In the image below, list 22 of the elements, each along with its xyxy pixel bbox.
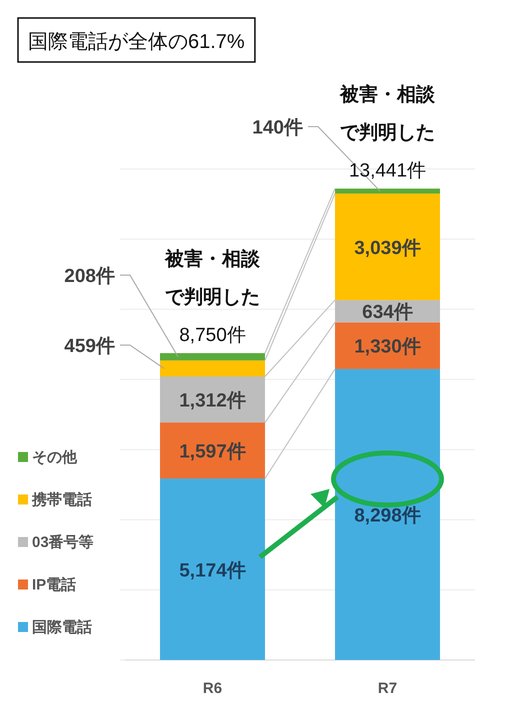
chart-title: 国際電話が全体の61.7% [28, 31, 245, 53]
x-tick-label: R6 [202, 680, 222, 697]
data-label: 3,039件 [354, 238, 421, 259]
legend-label: その他 [32, 449, 78, 466]
legend-label: 携帯電話 [31, 492, 92, 508]
data-label: 1,312件 [179, 390, 246, 412]
legend-label: 国際電話 [32, 619, 92, 636]
annotation: 被害・相談で判明した [164, 248, 261, 308]
total-label: 8,750件 [179, 325, 246, 346]
data-label: 459件 [64, 336, 115, 358]
data-label: 634件 [362, 302, 413, 324]
data-label: 5,174件 [179, 560, 246, 582]
data-label: 140件 [252, 118, 303, 139]
data-label: 1,330件 [354, 336, 421, 358]
data-label: 1,597件 [179, 442, 246, 463]
text: 被害・相談で判明した [339, 84, 436, 144]
total-label: 13,441件 [348, 160, 426, 182]
data-label: 8,298件 [354, 505, 421, 526]
data-label: 208件 [64, 266, 115, 288]
x-tick-label: R7 [378, 680, 398, 697]
legend-label: 03番号等 [32, 534, 94, 551]
legend-label: IP電話 [32, 576, 76, 594]
